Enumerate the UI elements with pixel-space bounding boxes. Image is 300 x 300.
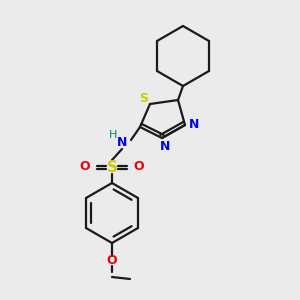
Text: O: O <box>134 160 144 173</box>
Text: S: S <box>140 92 148 104</box>
Text: S: S <box>106 160 118 175</box>
Text: O: O <box>107 254 117 268</box>
Text: N: N <box>117 136 127 149</box>
Text: N: N <box>160 140 170 152</box>
Text: H: H <box>109 130 117 140</box>
Text: N: N <box>189 118 199 130</box>
Text: O: O <box>80 160 90 173</box>
